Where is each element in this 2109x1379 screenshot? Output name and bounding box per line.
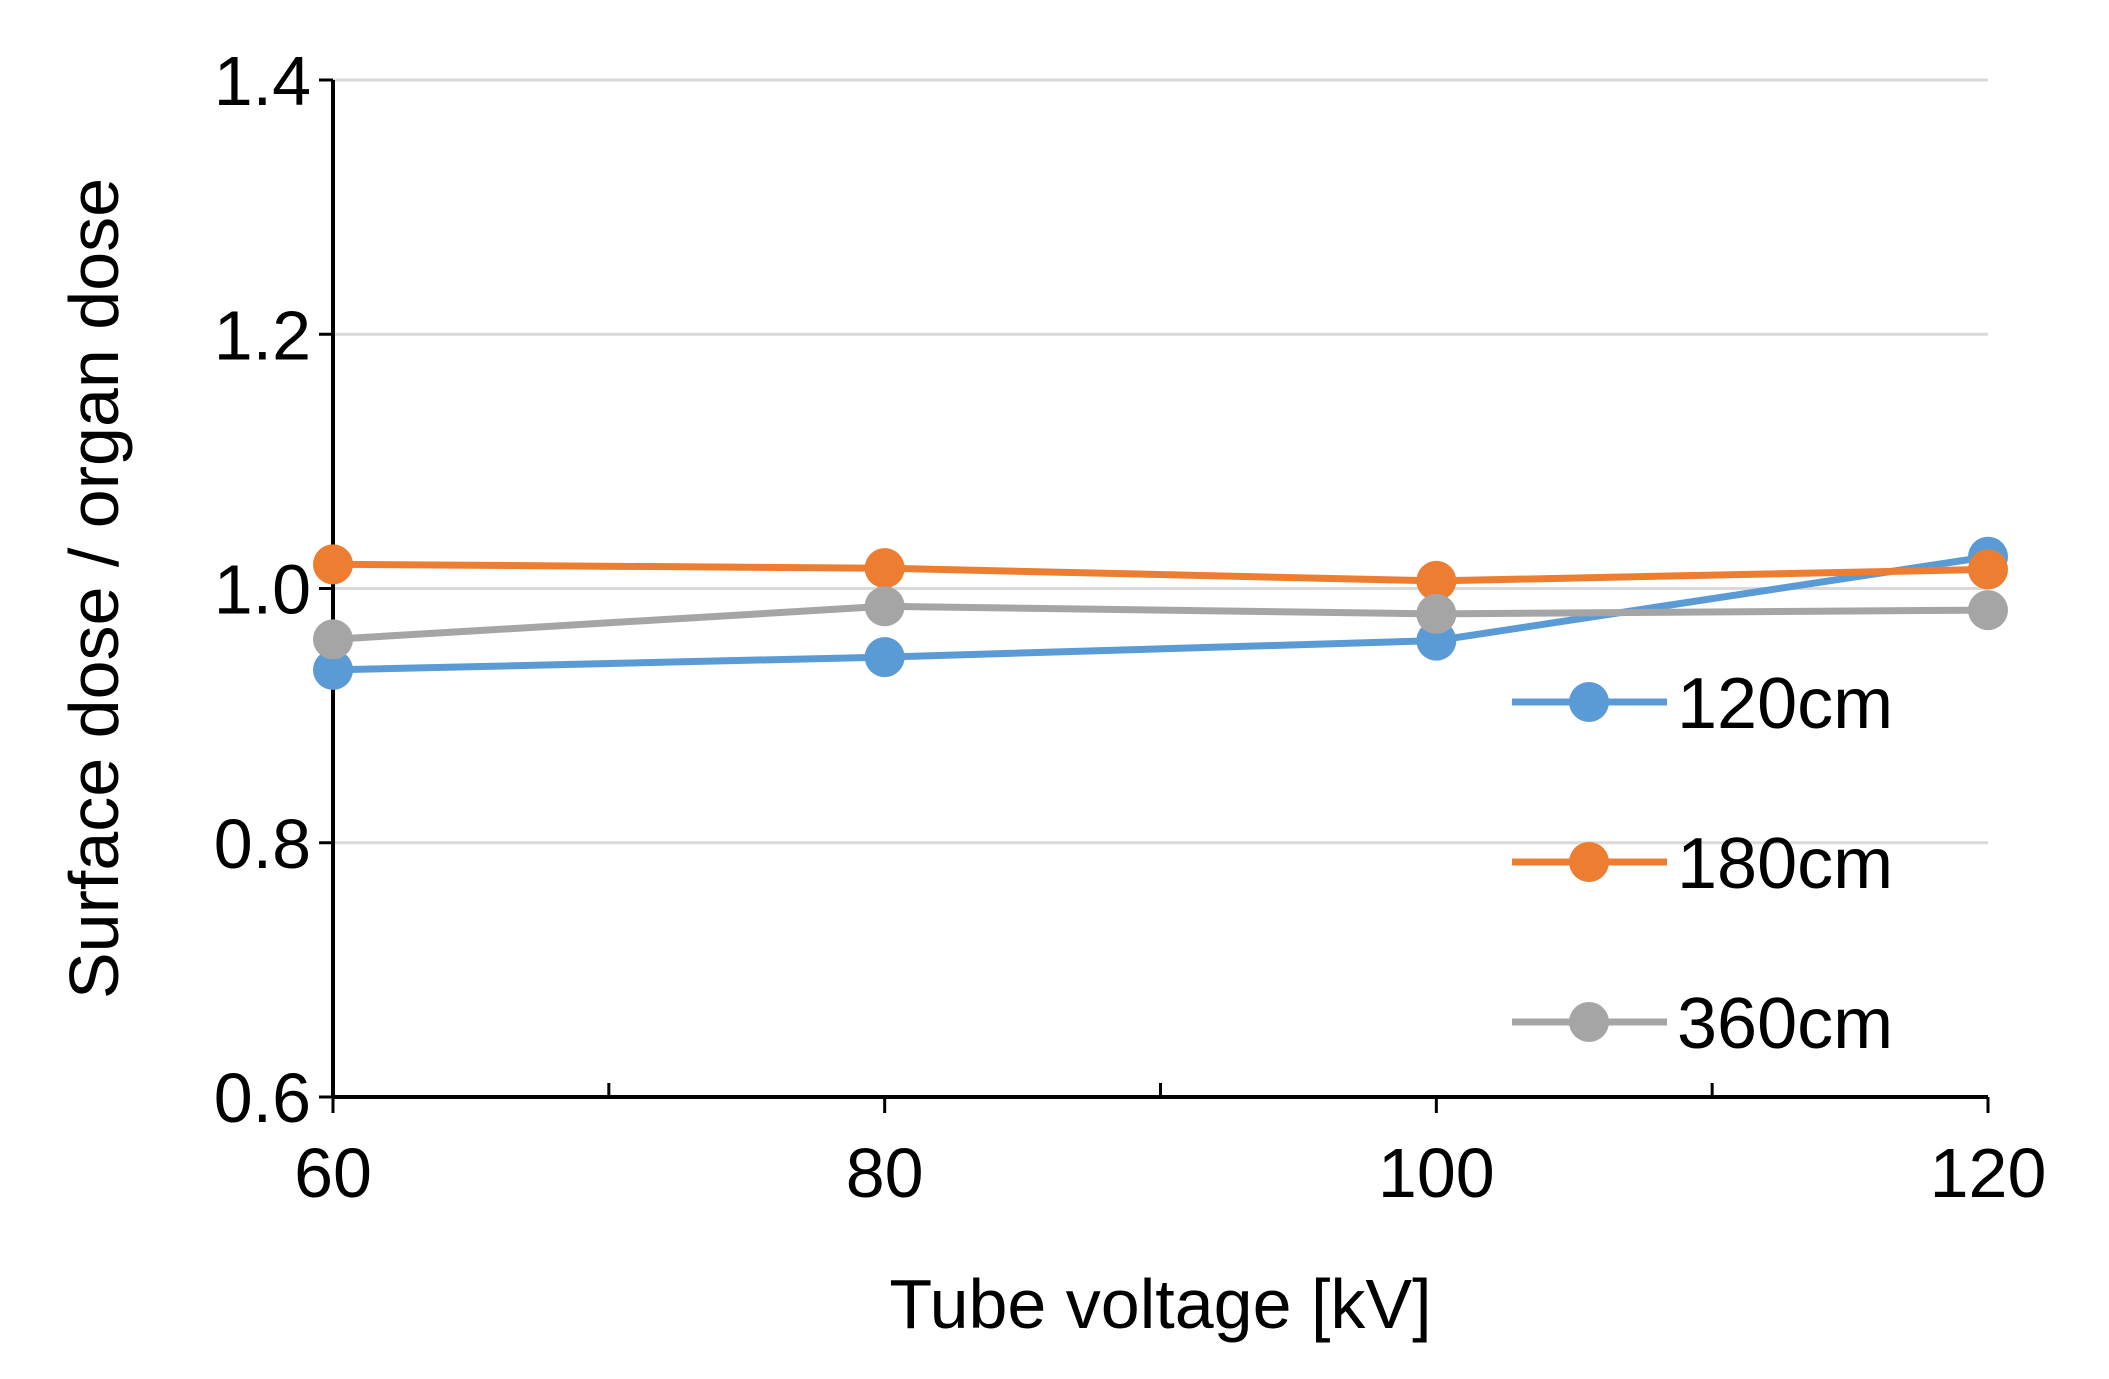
legend-entry-180cm: 180cm <box>1512 824 1893 904</box>
legend-label-360cm: 360cm <box>1677 984 1893 1064</box>
data-point-360cm-80 <box>864 586 905 627</box>
x-tick-label-3: 120 <box>1930 1134 2047 1212</box>
legend-swatch-marker-360cm <box>1569 1002 1609 1042</box>
x-tick-label-1: 80 <box>846 1134 924 1212</box>
series-line-120cm <box>332 553 1989 674</box>
legend-label-120cm: 120cm <box>1677 664 1893 744</box>
data-point-120cm-80 <box>864 637 905 678</box>
legend-swatch-marker-120cm <box>1569 682 1609 722</box>
y-axis-title: Surface dose / organ dose <box>55 178 133 999</box>
x-tick-label-0: 60 <box>294 1134 372 1212</box>
legend-swatch-marker-180cm <box>1569 842 1609 882</box>
data-point-180cm-100 <box>1416 560 1457 601</box>
x-tick-label-2: 100 <box>1378 1134 1495 1212</box>
axes: 0.6 0.8 1.0 1.2 1.4 60 80 100 120 <box>214 42 2047 1212</box>
y-tick-label-2: 1.0 <box>214 551 311 629</box>
y-tick-label-4: 1.4 <box>214 42 311 120</box>
y-tick-label-3: 1.2 <box>214 296 311 374</box>
data-point-180cm-60 <box>313 544 353 585</box>
legend: 120cm 180cm 360cm <box>1512 664 1893 1064</box>
series-group <box>313 536 2008 690</box>
data-point-360cm-60 <box>313 619 353 660</box>
series-line-360cm <box>332 602 1989 643</box>
legend-entry-120cm: 120cm <box>1512 664 1893 744</box>
data-point-360cm-120 <box>1968 590 2008 631</box>
legend-label-180cm: 180cm <box>1677 824 1893 904</box>
data-point-180cm-120 <box>1968 549 2008 590</box>
x-axis-title: Tube voltage [kV] <box>889 1265 1431 1343</box>
gridlines <box>333 78 1988 845</box>
y-tick-label-0: 0.6 <box>214 1059 311 1137</box>
series-line-180cm <box>332 560 1989 585</box>
data-point-360cm-100 <box>1416 593 1457 634</box>
data-point-180cm-80 <box>864 548 905 589</box>
y-tick-label-1: 0.8 <box>214 805 311 883</box>
legend-entry-360cm: 360cm <box>1512 984 1893 1064</box>
data-point-120cm-60 <box>313 649 353 690</box>
